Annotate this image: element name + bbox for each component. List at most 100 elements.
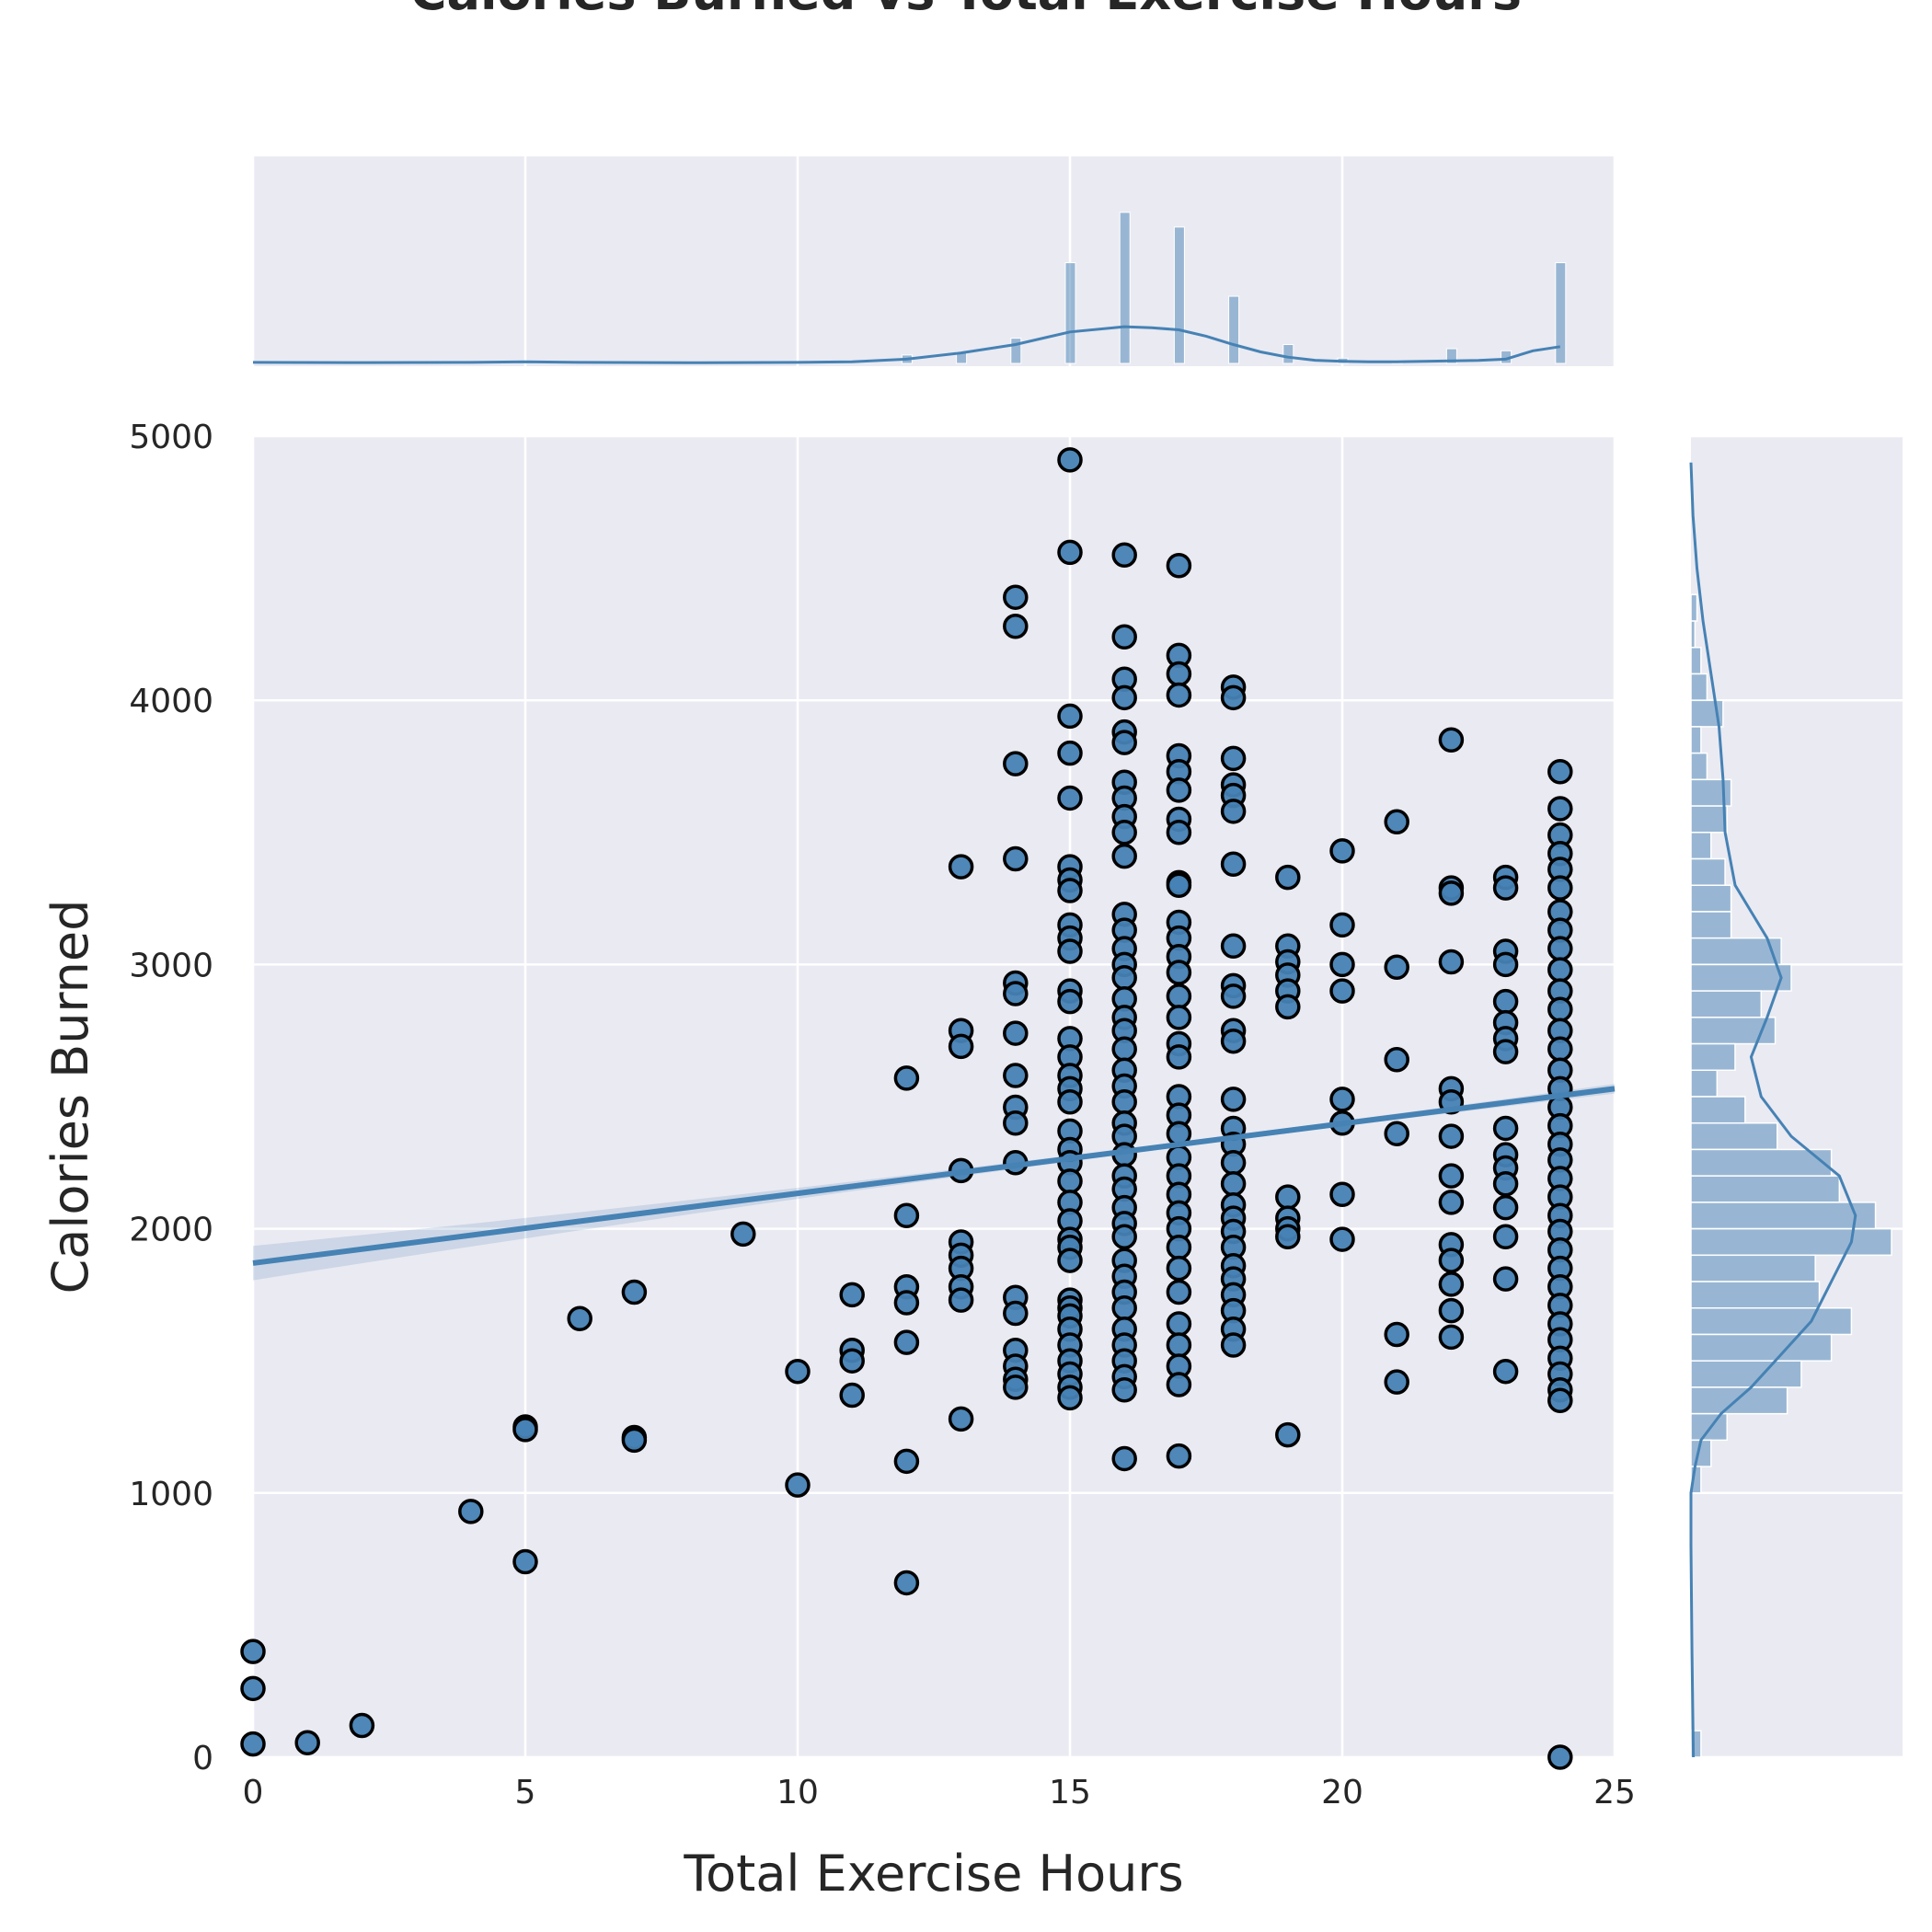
scatter-point	[1111, 624, 1137, 650]
scatter-point	[1057, 785, 1083, 811]
scatter-point	[1220, 851, 1247, 878]
scatter-point	[1003, 981, 1029, 1006]
right-marginal-histogram	[1689, 434, 1903, 1759]
scatter-point	[1547, 1387, 1573, 1414]
scatter-point	[1547, 1036, 1573, 1063]
scatter-point	[1166, 1005, 1192, 1030]
scatter-point	[1111, 1377, 1137, 1403]
scatter-point	[1275, 864, 1301, 891]
scatter-point	[1057, 539, 1083, 566]
right-kde-curve	[1689, 462, 1857, 1758]
scatter-point	[1003, 1110, 1029, 1136]
scatter-point	[1329, 838, 1355, 864]
y-histogram-bar	[1690, 1254, 1816, 1282]
scatter-point	[1057, 1248, 1083, 1273]
y-histogram-bar	[1690, 884, 1732, 913]
plot-background	[253, 436, 1615, 1757]
scatter-point	[1220, 684, 1247, 711]
scatter-point	[1003, 1020, 1029, 1046]
x-axis-label: Total Exercise Hours	[683, 1845, 1183, 1903]
y-histogram-bar	[1690, 1121, 1778, 1151]
x-histogram-bar	[1228, 295, 1240, 364]
scatter-point	[1111, 1036, 1137, 1063]
scatter-point	[1220, 1087, 1247, 1112]
scatter-point	[1275, 1421, 1301, 1448]
scatter-point	[1111, 730, 1137, 755]
scatter-point	[893, 1202, 920, 1228]
scatter-point	[1492, 1266, 1519, 1292]
scatter-point	[1438, 1248, 1465, 1273]
scatter-point	[1057, 1088, 1083, 1115]
scatter-point	[1111, 684, 1137, 711]
scatter-point	[839, 1382, 865, 1409]
scatter-point	[1547, 758, 1573, 785]
y-tick-label: 5000	[129, 419, 213, 456]
top-kde-curve	[252, 325, 1561, 364]
scatter-point	[893, 1065, 920, 1091]
scatter-point	[240, 1639, 266, 1664]
scatter-point	[1003, 1300, 1029, 1327]
x-histogram-bar	[1173, 226, 1185, 364]
x-tick-label: 0	[243, 1774, 264, 1811]
scatter-point	[730, 1221, 756, 1248]
scatter-point	[1220, 1150, 1247, 1176]
scatter-point	[1166, 960, 1192, 985]
y-histogram-bar	[1690, 647, 1702, 675]
scatter-point	[1003, 1374, 1029, 1400]
scatter-point	[1166, 777, 1192, 803]
scatter-plot-area: 0 5 10 15 20 25 0 1000 2000 3000 4000 5000	[129, 419, 1636, 1811]
x-histogram-bar	[1555, 262, 1567, 364]
scatter-point	[1003, 1063, 1029, 1088]
scatter-point	[1220, 1332, 1247, 1358]
scatter-point	[1220, 1028, 1247, 1054]
regression-line	[252, 1086, 1616, 1266]
scatter-point	[1492, 988, 1519, 1015]
y-histogram-bar	[1690, 1307, 1853, 1336]
scatter-point	[1547, 796, 1573, 822]
scatter-point	[785, 1358, 811, 1385]
y-tick-label: 1000	[129, 1476, 213, 1513]
scatter-point	[893, 1329, 920, 1355]
scatter-point	[621, 1427, 648, 1454]
x-histogram-bar	[1282, 343, 1294, 364]
scatter-point	[1166, 872, 1192, 898]
scatter-point	[349, 1712, 375, 1739]
scatter-point	[1547, 957, 1573, 983]
scatter-point	[1547, 936, 1573, 961]
x-histogram-bar	[1119, 212, 1131, 364]
y-histogram-bar	[1690, 726, 1702, 754]
scatter-point	[1003, 845, 1029, 872]
scatter-point	[240, 1731, 266, 1757]
scatter-point	[512, 1417, 538, 1443]
scatter-point	[1547, 1744, 1573, 1770]
scatter-point	[1111, 843, 1137, 869]
scatter-point	[1275, 1224, 1301, 1249]
scatter-point	[1438, 880, 1465, 906]
y-tick-label: 0	[192, 1740, 213, 1777]
scatter-point	[567, 1305, 592, 1331]
scatter-point	[1438, 1324, 1465, 1351]
y-histogram-bar	[1690, 1386, 1788, 1415]
scatter-point	[1492, 1358, 1519, 1385]
y-histogram-bar	[1690, 857, 1726, 886]
scatter-point	[1492, 1039, 1519, 1064]
scatter-point	[1492, 875, 1519, 901]
scatter-point	[1003, 614, 1029, 639]
scatter-point	[1547, 996, 1573, 1022]
scatter-point	[1438, 1297, 1465, 1324]
top-marginal-histogram	[247, 156, 1616, 366]
scatter-point	[1492, 1224, 1519, 1249]
scatter-point	[1492, 1171, 1519, 1197]
scatter-point	[1547, 875, 1573, 901]
scatter-point	[1329, 1181, 1355, 1208]
top-marginal-background	[253, 156, 1615, 366]
y-histogram-bar	[1690, 1281, 1821, 1309]
scatter-point	[1384, 809, 1409, 835]
scatter-point	[1220, 1171, 1247, 1197]
scatter-point	[1057, 1168, 1083, 1194]
scatter-point	[1220, 983, 1247, 1009]
y-histogram-bar	[1690, 990, 1763, 1018]
scatter-point	[294, 1730, 320, 1755]
x-histogram-bar	[1064, 262, 1076, 364]
scatter-point	[1111, 1295, 1137, 1321]
